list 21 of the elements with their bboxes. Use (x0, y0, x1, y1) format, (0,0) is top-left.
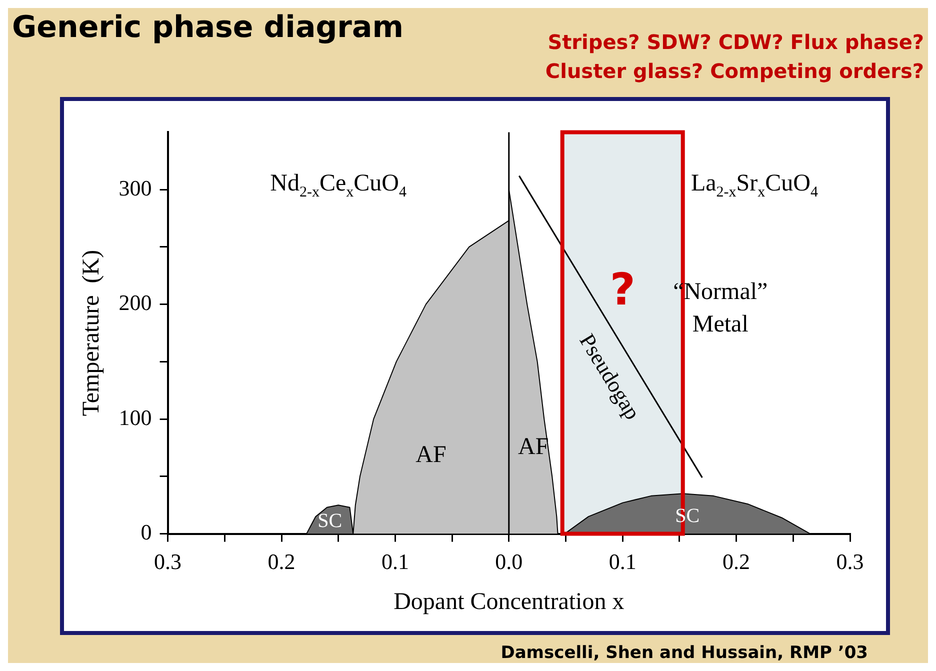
text: Damscelli, Shen and Hussain, RMP ’03 (500, 643, 868, 663)
y-tick-label: 200 (118, 290, 152, 316)
y-tick-label: 100 (118, 404, 152, 430)
annotation: Metal (692, 311, 749, 338)
band-label: ? (610, 264, 636, 316)
x-tick-label: 0.1 (608, 548, 636, 574)
x-tick-label: 0.3 (836, 548, 864, 574)
series-label: AF (416, 442, 446, 468)
chart-subtitle: Stripes? SDW? CDW? Flux phase? Cluster glass? Competing orders? (544, 29, 924, 85)
x-axis-title: Dopant Concentration x (394, 588, 624, 615)
x-tick-label: 0.2 (722, 548, 750, 574)
y-axis-title: Temperature (K) (78, 250, 105, 416)
x-tick-label: 0.3 (154, 548, 182, 574)
y-tick-label: 0 (140, 520, 152, 545)
series-label: AF (518, 434, 549, 460)
chart-title: Generic phase diagram (12, 10, 404, 45)
x-tick-label: 0.1 (381, 548, 409, 574)
x-tick-label: 0.0 (495, 548, 523, 574)
series-label: SC (318, 510, 342, 532)
y-tick-label: 300 (118, 175, 152, 200)
x-tick-label: 0.2 (268, 548, 296, 574)
